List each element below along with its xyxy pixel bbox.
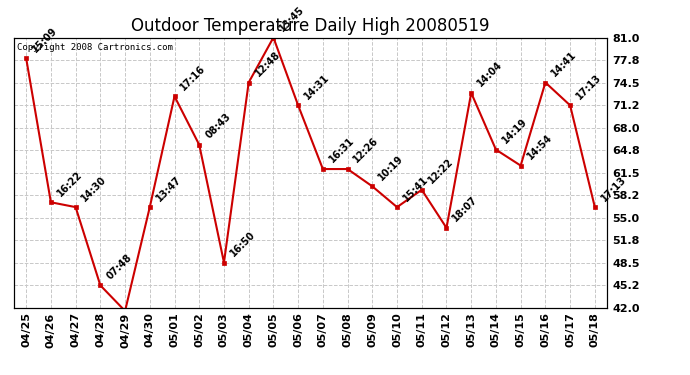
- Text: Copyright 2008 Cartronics.com: Copyright 2008 Cartronics.com: [17, 43, 172, 52]
- Text: 12:22: 12:22: [426, 157, 455, 186]
- Title: Outdoor Temperature Daily High 20080519: Outdoor Temperature Daily High 20080519: [131, 16, 490, 34]
- Text: 14:54: 14:54: [525, 132, 554, 161]
- Text: 16:22: 16:22: [55, 169, 84, 198]
- Text: 14:04: 14:04: [475, 60, 504, 89]
- Text: 18:07: 18:07: [451, 195, 480, 224]
- Text: 14:19: 14:19: [500, 117, 529, 146]
- Text: 14:31: 14:31: [302, 72, 331, 101]
- Text: 15:41: 15:41: [401, 174, 430, 203]
- Text: 17:13: 17:13: [574, 72, 603, 101]
- Text: 14:30: 14:30: [80, 174, 109, 203]
- Text: 13:45: 13:45: [277, 4, 306, 33]
- Text: 13:47: 13:47: [154, 174, 183, 203]
- Text: 10:19: 10:19: [377, 153, 406, 182]
- Text: 16:50: 16:50: [228, 230, 257, 258]
- Text: 11:35: 11:35: [0, 374, 1, 375]
- Text: 08:43: 08:43: [204, 111, 233, 141]
- Text: 12:26: 12:26: [352, 136, 381, 165]
- Text: 14:41: 14:41: [549, 50, 578, 78]
- Text: 16:31: 16:31: [327, 136, 356, 165]
- Text: 17:16: 17:16: [179, 63, 208, 92]
- Text: 12:48: 12:48: [253, 49, 282, 78]
- Text: 07:48: 07:48: [104, 252, 134, 281]
- Text: 17:13: 17:13: [599, 174, 628, 203]
- Text: 15:09: 15:09: [30, 25, 59, 54]
